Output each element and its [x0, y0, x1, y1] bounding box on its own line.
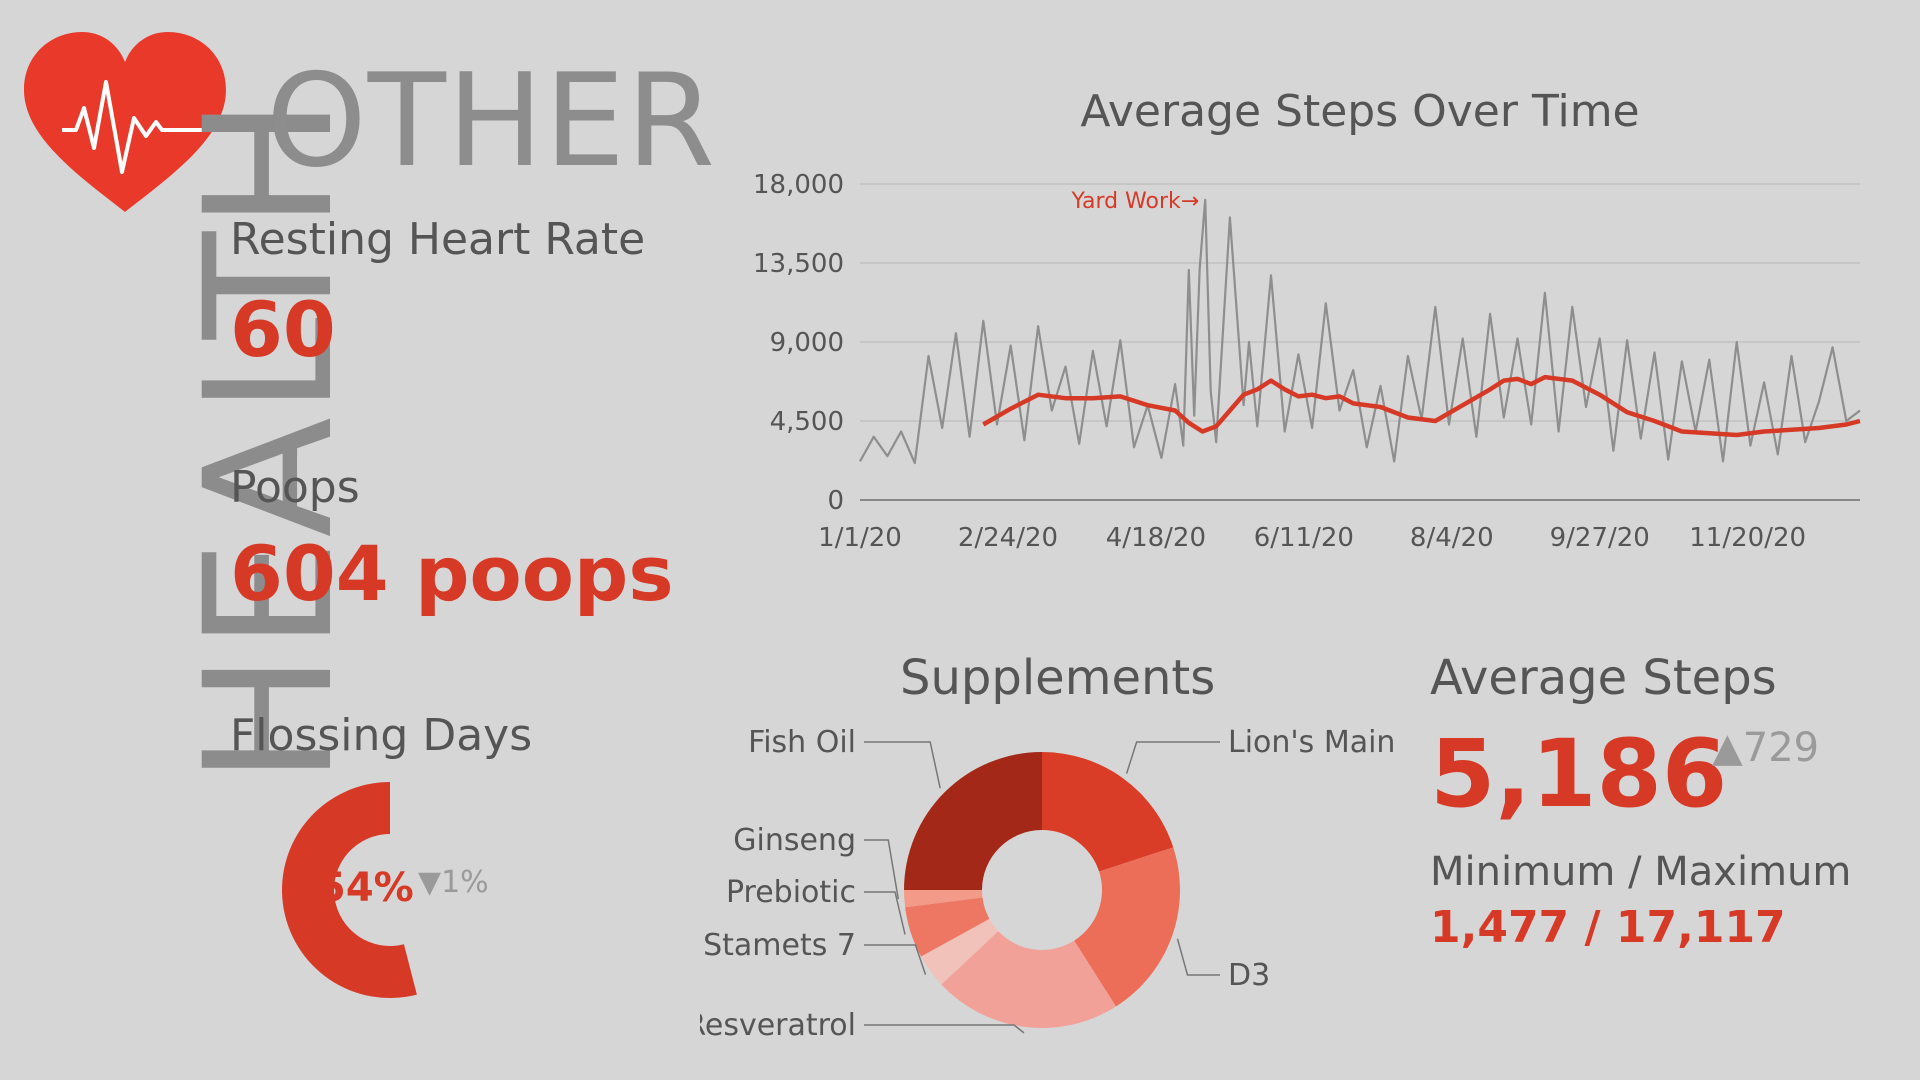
x-tick-label: 1/1/20: [818, 523, 902, 553]
donut-leader-line: [864, 839, 900, 900]
moving-average-line: [982, 374, 1861, 438]
heart-pulse-icon: [24, 32, 226, 212]
donut-label: Fish Oil: [748, 725, 856, 760]
resting-heart-rate-value: 60: [230, 285, 336, 374]
x-tick-label: 6/11/20: [1254, 523, 1354, 553]
steps-chart-x-axis: 1/1/20 2/24/20 4/18/20 6/11/20 8/4/20 9/27/20…: [818, 523, 1806, 553]
donut-label: Ginseng: [733, 823, 856, 858]
steps-chart-grid: [860, 183, 1860, 501]
donut-slice: [904, 752, 1042, 890]
donut-leader-line: [864, 1024, 1025, 1034]
donut-slice: [1042, 752, 1174, 872]
average-steps-label: Average Steps: [1430, 650, 1777, 706]
donut-slice: [941, 931, 1116, 1028]
y-tick-label: 13,500: [753, 249, 844, 279]
donut-slices: [904, 752, 1180, 1028]
average-steps-delta: ▲729: [1712, 725, 1820, 771]
steps-chart-series: [859, 198, 1861, 465]
donut-leader-line: [864, 944, 927, 975]
donut-leader-line: [864, 891, 906, 935]
x-tick-label: 11/20/20: [1689, 523, 1806, 553]
x-tick-label: 2/24/20: [958, 523, 1058, 553]
supplements-donut-chart: Lion's Main D3 Resveratrol Stamets 7 Prebiot…: [700, 725, 1395, 1043]
poops-label: Poops: [230, 462, 360, 513]
average-steps-value: 5,186: [1430, 720, 1728, 829]
min-max-value: 1,477 / 17,117: [1430, 902, 1786, 953]
average-steps-line-chart: Average Steps Over Time 0 4,500 9,000 13,50…: [753, 86, 1861, 553]
pulse-line: [62, 80, 218, 174]
y-tick-label: 0: [827, 486, 844, 516]
flossing-days-label: Flossing Days: [230, 710, 533, 761]
x-tick-label: 4/18/20: [1106, 523, 1206, 553]
donut-leader-line: [1176, 938, 1220, 976]
x-tick-label: 8/4/20: [1410, 523, 1494, 553]
daily-steps-line: [859, 198, 1861, 465]
donut-slice: [905, 897, 990, 957]
donut-label: Stamets 7: [703, 928, 856, 963]
x-tick-label: 9/27/20: [1550, 523, 1650, 553]
donut-leader-line: [864, 741, 941, 789]
supplements-title: Supplements: [900, 650, 1216, 706]
flossing-gauge: [282, 782, 417, 998]
health-title: HEALTH: [167, 95, 372, 785]
donut-label: Resveratrol: [700, 1008, 856, 1043]
donut-label: Prebiotic: [726, 875, 856, 910]
donut-label: Lion's Main: [1228, 725, 1395, 760]
flossing-gauge-arc: [282, 782, 417, 998]
steps-chart-y-axis: 0 4,500 9,000 13,500 18,000: [753, 170, 844, 516]
donut-labels: Lion's Main D3 Resveratrol Stamets 7 Prebiot…: [700, 725, 1395, 1043]
donut-label: D3: [1228, 958, 1270, 993]
donut-slice: [921, 918, 999, 985]
min-max-label: Minimum / Maximum: [1430, 849, 1852, 895]
heart-shape: [24, 32, 226, 212]
y-tick-label: 4,500: [770, 407, 844, 437]
y-tick-label: 9,000: [770, 328, 844, 358]
yard-work-annotation: Yard Work→: [1071, 189, 1200, 214]
poops-value: 604 poops: [230, 529, 674, 618]
y-tick-label: 18,000: [753, 170, 844, 200]
resting-heart-rate-label: Resting Heart Rate: [230, 214, 646, 265]
steps-chart-title: Average Steps Over Time: [1080, 86, 1639, 137]
donut-slice: [904, 890, 983, 908]
donut-slice: [1074, 847, 1180, 1007]
other-title: OTHER: [266, 47, 716, 196]
flossing-delta: ▼1%: [418, 865, 489, 900]
flossing-percent: 54%: [318, 865, 414, 911]
donut-leader-line: [1125, 741, 1220, 774]
